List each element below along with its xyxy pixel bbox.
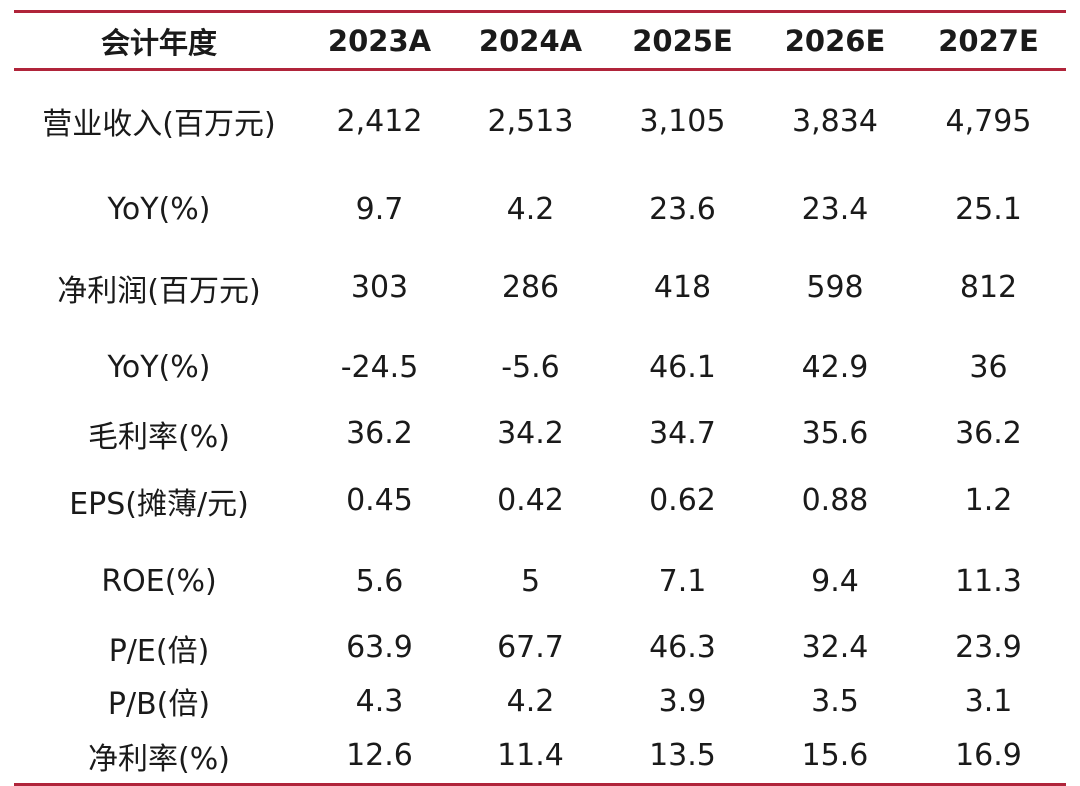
row-label: 净利润(百万元) (57, 273, 261, 309)
table-cell: 1.2 (964, 483, 1013, 518)
table-cell: 63.9 (346, 630, 413, 665)
table-cell: 23.9 (955, 630, 1022, 665)
table-cell: 11.4 (497, 738, 564, 773)
table-cell: 7.1 (658, 563, 707, 599)
table-cell: 0.42 (497, 483, 564, 518)
table-row: 营业收入(百万元) 2,412 2,513 3,105 3,834 4,795 (14, 71, 1066, 171)
table-cell: 9.4 (811, 563, 859, 599)
table-row: 毛利率(%) 36.2 34.2 34.7 35.6 36.2 (14, 407, 1066, 460)
table-cell: 598 (806, 270, 864, 305)
row-label: 营业收入(百万元) (42, 107, 276, 142)
table-cell: 4.3 (355, 683, 404, 719)
row-label: 毛利率(%) (88, 419, 230, 455)
table-cell: 9.7 (355, 192, 404, 227)
table-cell: 0.45 (346, 483, 413, 518)
table-cell: 0.62 (649, 483, 716, 518)
row-label: EPS(摊薄/元) (69, 486, 249, 522)
table-cell: 36.2 (955, 416, 1022, 451)
table-row: P/B(倍) 4.3 4.2 3.9 3.5 3.1 (14, 674, 1066, 728)
table-cell: 11.3 (955, 563, 1022, 599)
table-row: YoY(%) 9.7 4.2 23.6 23.4 25.1 (14, 171, 1066, 248)
header-cell: 2025E (632, 23, 733, 58)
table-cell: 23.4 (801, 192, 869, 227)
header-row: 会计年度 2023A 2024A 2025E 2026E 2027E (14, 13, 1066, 68)
table-cell: -24.5 (340, 349, 419, 385)
table-cell: 2,412 (336, 103, 423, 139)
table-cell: 0.88 (801, 483, 869, 518)
header-cell: 会计年度 (100, 25, 217, 60)
table-cell: 3,105 (639, 103, 726, 139)
table-row: P/E(倍) 63.9 67.7 46.3 32.4 23.9 (14, 621, 1066, 674)
header-cell: 2023A (327, 23, 432, 58)
row-label: YoY(%) (107, 349, 211, 385)
table-cell: 3,834 (792, 103, 878, 139)
table-cell: 4.2 (506, 683, 555, 719)
table-cell: 46.1 (649, 349, 716, 385)
table-cell: 303 (350, 270, 409, 305)
table-cell: 4.2 (506, 192, 555, 227)
header-cell: 2024A (478, 23, 583, 58)
table-cell: 418 (653, 270, 712, 305)
table-cell: 812 (959, 270, 1018, 305)
forecast-table-container: 会计年度 2023A 2024A 2025E 2026E 2027E 营业收入(… (14, 10, 1066, 786)
table-row: YoY(%) -24.5 -5.6 46.1 42.9 36 (14, 327, 1066, 407)
table-cell: 36 (969, 349, 1008, 385)
table-row: ROE(%) 5.6 5 7.1 9.4 11.3 (14, 541, 1066, 621)
table-cell: 3.1 (964, 683, 1013, 719)
header-cell: 2027E (938, 23, 1039, 58)
table-cell: 5.6 (355, 563, 404, 599)
financial-forecast-table: 会计年度 2023A 2024A 2025E 2026E 2027E (14, 13, 1066, 68)
header-cell: 2026E (784, 23, 886, 58)
financial-forecast-body: 营业收入(百万元) 2,412 2,513 3,105 3,834 4,795 … (14, 71, 1066, 783)
table-cell: 16.9 (955, 738, 1022, 773)
table-cell: 5 (520, 563, 541, 599)
table-row: 净利润(百万元) 303 286 418 598 812 (14, 248, 1066, 327)
table-cell: 286 (501, 270, 560, 305)
table-cell: 2,513 (487, 103, 574, 139)
table-cell: 12.6 (346, 738, 413, 773)
table-cell: 4,795 (945, 103, 1032, 139)
top-rule (14, 10, 1066, 13)
table-cell: 34.7 (649, 416, 716, 451)
table-cell: 3.5 (811, 683, 859, 719)
table-cell: 34.2 (497, 416, 564, 451)
table-cell: 42.9 (801, 349, 869, 385)
table-cell: 25.1 (955, 192, 1022, 227)
table-cell: 36.2 (346, 416, 413, 451)
table-cell: 13.5 (649, 738, 716, 773)
table-cell: -5.6 (501, 349, 560, 385)
table-cell: 15.6 (801, 738, 869, 773)
table-cell: 3.9 (658, 683, 707, 719)
row-label: P/B(倍) (107, 687, 211, 722)
table-row: 净利率(%) 12.6 11.4 13.5 15.6 16.9 (14, 728, 1066, 783)
row-label: 净利率(%) (88, 741, 230, 777)
row-label: YoY(%) (107, 192, 211, 227)
row-label: ROE(%) (101, 563, 217, 599)
table-cell: 35.6 (801, 416, 869, 451)
row-label: P/E(倍) (108, 633, 210, 669)
table-cell: 32.4 (801, 630, 869, 665)
table-row: EPS(摊薄/元) 0.45 0.42 0.62 0.88 1.2 (14, 460, 1066, 541)
table-cell: 67.7 (497, 630, 564, 665)
table-cell: 23.6 (649, 192, 716, 227)
table-cell: 46.3 (649, 630, 716, 665)
header-rule (14, 68, 1066, 71)
